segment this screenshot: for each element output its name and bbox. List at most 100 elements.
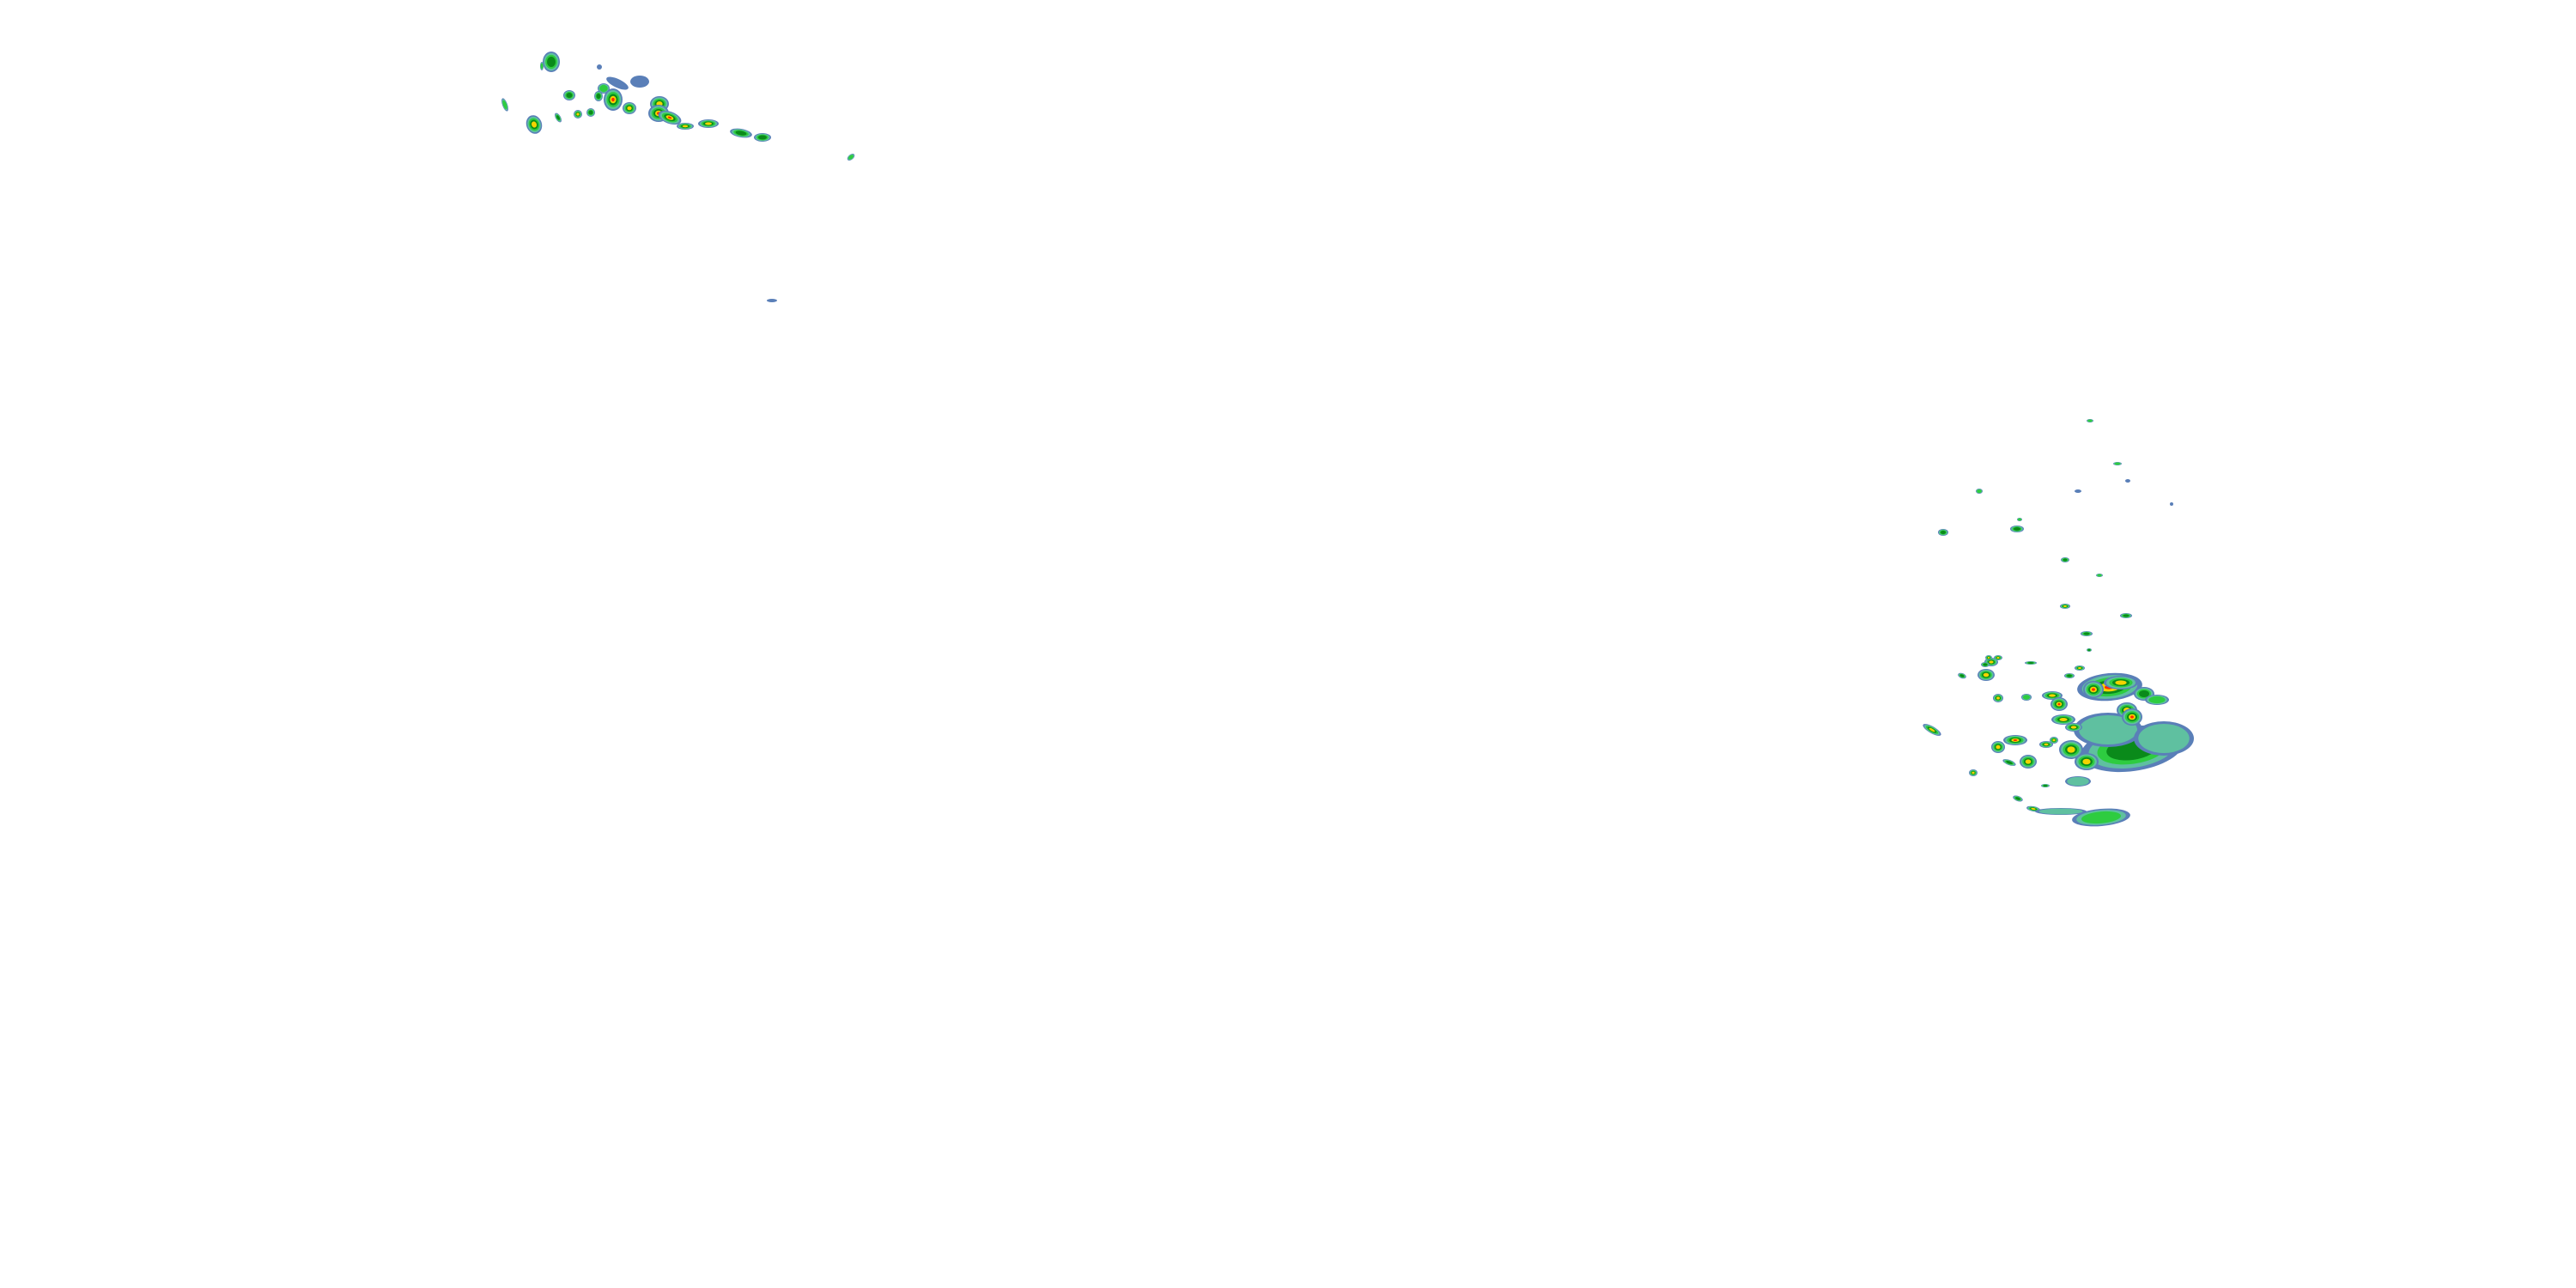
reflectivity-red (667, 116, 672, 119)
reflectivity-green (599, 84, 608, 93)
reflectivity-yellow (2031, 807, 2036, 811)
storm-cell (598, 83, 610, 94)
storm-cell (606, 76, 629, 90)
reflectivity-teal (2038, 808, 2083, 815)
reflectivity-yellow (1996, 657, 2000, 659)
reflectivity-green (1977, 489, 1982, 494)
storm-cell (2125, 479, 2130, 483)
reflectivity-teal (2079, 715, 2137, 744)
storm-cell (2020, 755, 2037, 769)
reflectivity-yellow (627, 106, 632, 111)
storm-cell (2010, 526, 2024, 532)
reflectivity-blue (2075, 489, 2081, 493)
reflectivity-dark-green (2139, 690, 2149, 697)
storm-cell (623, 102, 636, 114)
reflectivity-green (2022, 695, 2031, 700)
reflectivity-yellow (1989, 660, 1994, 664)
storm-cell (555, 112, 562, 123)
reflectivity-red (2057, 702, 2061, 706)
storm-cell (658, 110, 682, 125)
reflectivity-yellow (576, 112, 580, 116)
storm-cell (2087, 648, 2092, 652)
storm-cell (1981, 662, 1990, 667)
reflectivity-blue (630, 76, 649, 88)
reflectivity-yellow (2115, 680, 2127, 685)
reflectivity-green (2017, 518, 2022, 521)
storm-cell (2087, 419, 2093, 422)
storm-cell (2060, 604, 2070, 609)
storm-cell (2075, 753, 2099, 770)
reflectivity-yellow (2067, 746, 2075, 753)
reflectivity-dark-green (2087, 649, 2091, 651)
reflectivity-dark-green (1941, 531, 1946, 534)
reflectivity-red (2013, 739, 2018, 741)
reflectivity-yellow (2044, 743, 2049, 746)
storm-cell (2041, 784, 2050, 787)
storm-cell (2081, 631, 2093, 636)
reflectivity-yellow (705, 122, 712, 125)
reflectivity-green (540, 63, 544, 70)
storm-cell (2096, 574, 2103, 577)
reflectivity-dark-green (2063, 558, 2068, 562)
reflectivity-red (2130, 715, 2134, 719)
reflectivity-red (2092, 688, 2095, 691)
storm-cell (2065, 776, 2091, 787)
storm-cell (2072, 808, 2130, 827)
reflectivity-dark-green (2015, 797, 2020, 800)
reflectivity-dark-green (2006, 761, 2013, 764)
reflectivity-dark-green (2083, 632, 2090, 635)
reflectivity-red (611, 97, 615, 102)
reflectivity-dark-green (1959, 674, 1965, 677)
reflectivity-green (2097, 574, 2102, 577)
reflectivity-yellow (2063, 605, 2067, 607)
storm-cell (754, 133, 771, 142)
storm-cell (767, 299, 777, 302)
reflectivity-teal (2138, 724, 2190, 753)
storm-cell (2064, 673, 2075, 678)
storm-cell (594, 91, 603, 101)
reflectivity-blue (767, 299, 777, 302)
reflectivity-green (848, 155, 854, 160)
storm-cell (2120, 613, 2132, 618)
reflectivity-yellow (1971, 771, 1975, 775)
reflectivity-dark-green (2043, 785, 2048, 787)
storm-cell (543, 52, 560, 72)
reflectivity-blue (2170, 502, 2173, 506)
storm-cell (586, 108, 595, 117)
storm-cell (526, 115, 543, 134)
reflectivity-yellow (682, 125, 689, 128)
reflectivity-dark-green (2027, 662, 2034, 664)
storm-cell (2134, 721, 2194, 756)
reflectivity-blue (606, 76, 629, 90)
storm-cell (1976, 489, 1983, 494)
reflectivity-yellow (1983, 672, 1990, 677)
reflectivity-yellow (1987, 657, 1990, 659)
storm-cell (1991, 741, 2005, 753)
storm-cell (2104, 676, 2138, 690)
storm-cell (2145, 695, 2169, 705)
reflectivity-green (2087, 419, 2093, 422)
reflectivity-dark-green (566, 93, 573, 98)
reflectivity-green (502, 100, 507, 110)
storm-cell (2075, 665, 2085, 671)
storm-cell (847, 154, 855, 161)
reflectivity-dark-green (547, 57, 556, 67)
precipitation-cells (501, 52, 2194, 827)
reflectivity-green (2081, 811, 2122, 824)
storm-cell (2021, 694, 2032, 701)
reflectivity-dark-green (2123, 614, 2129, 617)
storm-cell (1978, 669, 1995, 681)
reflectivity-dark-green (758, 135, 767, 140)
storm-cell (1923, 724, 1941, 736)
reflectivity-yellow (1996, 744, 2001, 750)
storm-cell (2050, 737, 2058, 744)
storm-cell (630, 76, 649, 88)
reflectivity-yellow (2059, 718, 2068, 721)
storm-cell (2042, 691, 2063, 700)
reflectivity-yellow (2070, 726, 2077, 729)
storm-cell (2003, 735, 2027, 745)
reflectivity-yellow (2049, 694, 2056, 697)
storm-cell (2039, 741, 2053, 748)
storm-cell (1985, 655, 1992, 660)
